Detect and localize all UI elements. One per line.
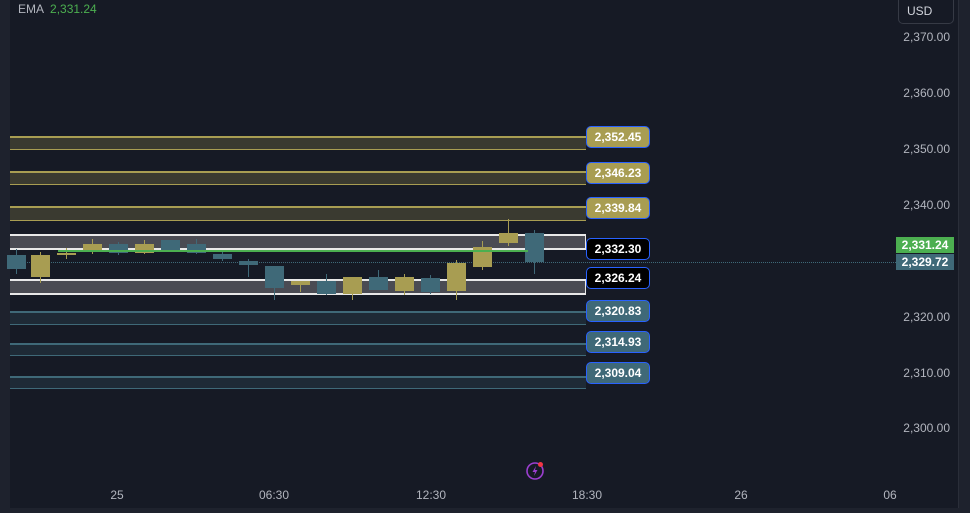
zone-band[interactable] (10, 171, 586, 185)
price-axis[interactable]: 2,370.00 2,360.00 2,350.00 2,340.00 2,320.00… (896, 0, 958, 513)
candle-body (369, 277, 388, 291)
ema-legend-value: 2,331.24 (50, 2, 97, 16)
candle-body (57, 252, 76, 255)
bottom-border (0, 508, 970, 513)
zone-price-label[interactable]: 2,320.83 (586, 300, 650, 322)
zone-band[interactable] (10, 206, 586, 221)
price-tick: 2,310.00 (903, 366, 950, 380)
candle-body (135, 243, 154, 253)
time-tick: 06 (883, 488, 897, 502)
ema-line (58, 250, 528, 252)
time-tick: 26 (734, 488, 748, 502)
zone-price-label[interactable]: 2,346.23 (586, 162, 650, 184)
time-tick: 18:30 (571, 488, 603, 502)
zone-price-label[interactable]: 2,332.30 (586, 238, 650, 260)
candle-body (265, 266, 284, 289)
candle-body (343, 277, 362, 294)
candle-body (447, 262, 466, 291)
candle-body (317, 280, 336, 294)
last-price-line (10, 262, 896, 263)
candle-body (525, 232, 544, 263)
zone-band[interactable] (10, 234, 586, 250)
candle-body (213, 253, 232, 259)
ema-price-tag: 2,331.24 (896, 237, 954, 253)
candle-wick (248, 258, 249, 277)
price-tick: 2,320.00 (903, 310, 950, 324)
candle-body (499, 232, 518, 243)
candle-wick (508, 218, 509, 246)
time-tick: 06:30 (258, 488, 290, 502)
zone-price-label[interactable]: 2,326.24 (586, 267, 650, 289)
price-tick: 2,350.00 (903, 142, 950, 156)
candle-body (161, 240, 180, 251)
candle-body (395, 277, 414, 291)
candle-body (239, 260, 258, 265)
candle-body (109, 243, 128, 253)
zone-band[interactable] (10, 376, 586, 389)
left-border (0, 0, 10, 513)
candle-body (473, 247, 492, 268)
price-tick: 2,340.00 (903, 198, 950, 212)
price-tick: 2,300.00 (903, 421, 950, 435)
time-tick: 25 (110, 488, 124, 502)
zone-band[interactable] (10, 311, 586, 325)
zone-band[interactable] (10, 136, 586, 150)
candle-body (31, 254, 50, 278)
price-tick: 2,360.00 (903, 86, 950, 100)
zone-price-label[interactable]: 2,309.04 (586, 362, 650, 384)
zone-band[interactable] (10, 279, 586, 295)
ema-legend[interactable]: EMA 2,331.24 (18, 2, 97, 16)
ema-legend-name: EMA (18, 2, 45, 16)
chart-plot-area[interactable]: EMA 2,331.24 2,352.45 2,346.23 2,339.84 2,3… (0, 0, 896, 513)
candle-body (83, 243, 102, 253)
candle-body (291, 281, 310, 285)
candle-body (187, 243, 206, 253)
zone-price-label[interactable]: 2,352.45 (586, 126, 650, 148)
time-tick: 12:30 (415, 488, 447, 502)
candle-body (421, 278, 440, 292)
price-tick: 2,370.00 (903, 30, 950, 44)
candle-body (7, 254, 26, 269)
currency-button[interactable]: USD (898, 0, 954, 24)
right-border (958, 0, 970, 513)
lightning-bolt-icon[interactable] (525, 460, 545, 480)
zone-price-label[interactable]: 2,339.84 (586, 197, 650, 219)
candle-wick (300, 281, 301, 293)
zone-band[interactable] (10, 343, 586, 356)
zone-price-label[interactable]: 2,314.93 (586, 331, 650, 353)
last-price-tag: 2,329.72 (896, 254, 954, 270)
